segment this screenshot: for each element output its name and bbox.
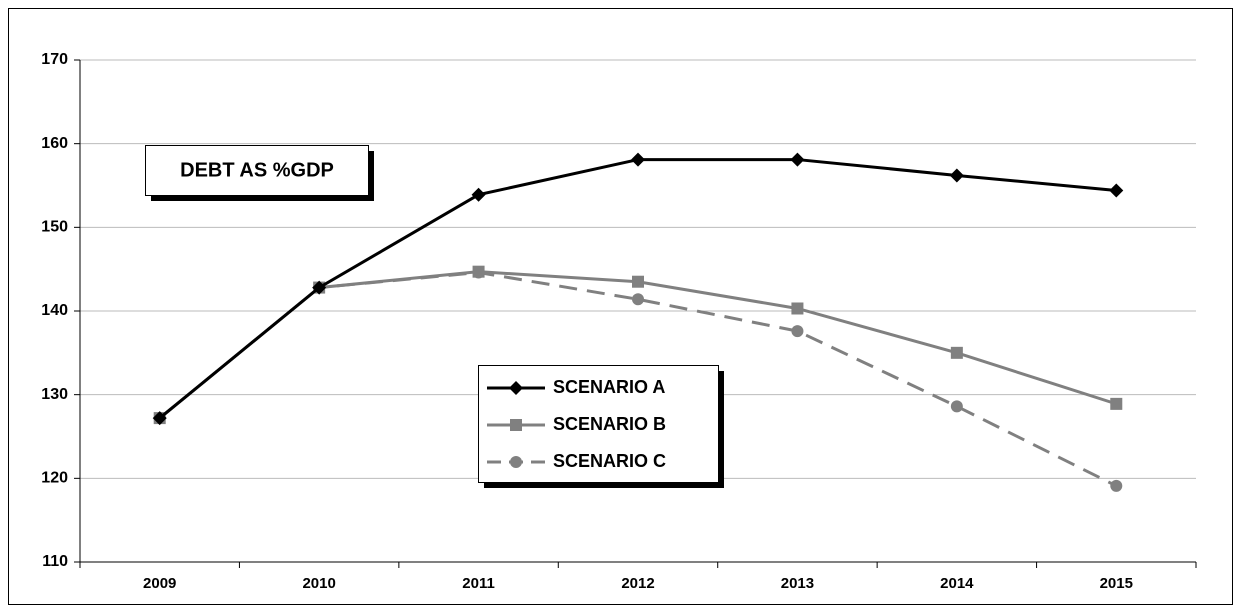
chart-title: DEBT AS %GDP bbox=[180, 159, 334, 181]
y-tick-label: 110 bbox=[42, 553, 68, 570]
point bbox=[510, 456, 522, 468]
y-tick-label: 150 bbox=[41, 219, 68, 236]
legend-label: SCENARIO A bbox=[553, 377, 665, 397]
point bbox=[791, 325, 804, 338]
y-tick-label: 170 bbox=[41, 51, 68, 68]
point bbox=[950, 400, 963, 413]
x-tick-label: 2014 bbox=[940, 575, 974, 592]
point bbox=[152, 411, 167, 426]
x-tick-label: 2009 bbox=[143, 575, 176, 592]
legend-label: SCENARIO C bbox=[553, 451, 666, 471]
point bbox=[949, 168, 964, 183]
x-tick-label: 2013 bbox=[781, 575, 814, 592]
y-tick-label: 120 bbox=[41, 470, 68, 487]
point bbox=[472, 265, 485, 278]
x-tick-label: 2011 bbox=[462, 575, 495, 592]
legend-label: SCENARIO B bbox=[553, 414, 666, 434]
point bbox=[790, 152, 805, 167]
point bbox=[631, 152, 645, 167]
point bbox=[1110, 479, 1123, 492]
point bbox=[632, 275, 644, 288]
x-tick-label: 2010 bbox=[302, 575, 335, 592]
y-tick-label: 160 bbox=[41, 135, 68, 152]
point bbox=[791, 302, 804, 315]
x-tick-label: 2015 bbox=[1100, 575, 1133, 592]
point bbox=[510, 419, 522, 431]
title-box bbox=[145, 145, 369, 196]
y-tick-label: 140 bbox=[41, 302, 68, 319]
point bbox=[632, 293, 644, 306]
point bbox=[509, 381, 523, 395]
x-tick-label: 2012 bbox=[621, 575, 654, 592]
chart-frame bbox=[8, 8, 1233, 605]
point bbox=[950, 346, 963, 359]
point bbox=[471, 187, 486, 202]
y-tick-label: 130 bbox=[41, 386, 68, 403]
point bbox=[312, 280, 327, 295]
point bbox=[1110, 397, 1123, 410]
point bbox=[1109, 183, 1124, 198]
